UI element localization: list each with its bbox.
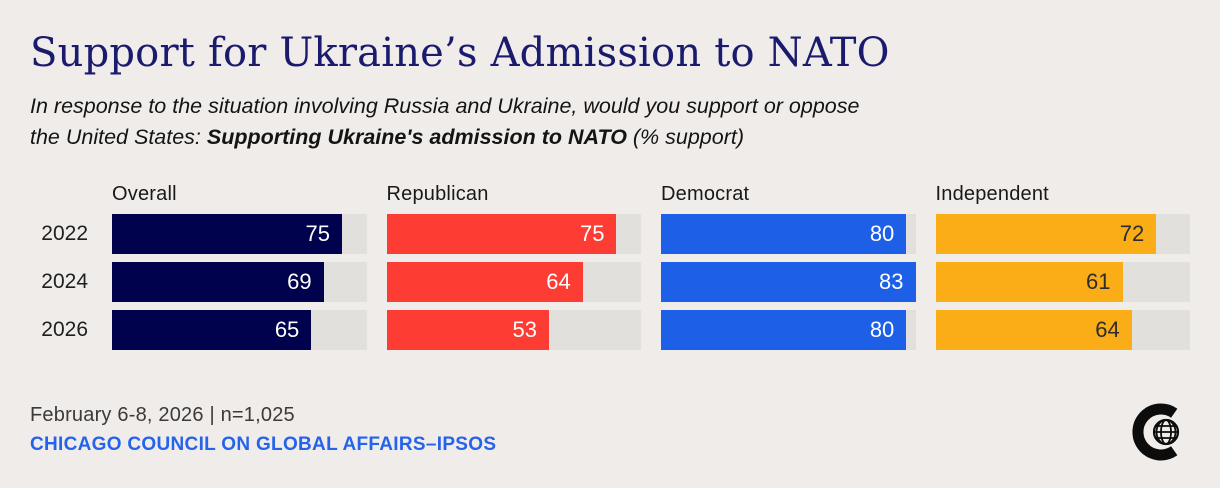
year-label: 2026 — [41, 318, 88, 341]
chart-subtitle: In response to the situation involving R… — [30, 91, 1190, 153]
bar-independent-2026: 64 — [935, 310, 1132, 350]
bar-overall-2024: 69 — [112, 262, 324, 302]
bar-value-label: 65 — [274, 317, 300, 342]
bar-track: 80 — [661, 214, 916, 254]
bar-track: 61 — [935, 262, 1190, 302]
bar-democrat-2024: 83 — [661, 262, 916, 302]
survey-date-note: February 6-8, 2026 | n=1,025 — [30, 404, 295, 426]
bar-overall-2026: 65 — [112, 310, 312, 350]
source-attribution: CHICAGO COUNCIL ON GLOBAL AFFAIRS–IPSOS — [30, 434, 497, 455]
bar-value-label: 61 — [1086, 269, 1111, 294]
column-header-independent: Independent — [935, 183, 1049, 205]
chart-title: Support for Ukraine’s Admission to NATO — [30, 30, 890, 76]
bar-track: 69 — [112, 262, 367, 302]
subtitle-line1: In response to the situation involving R… — [30, 94, 860, 118]
chart-corner-spacer — [30, 178, 92, 206]
bar-value-label: 80 — [869, 317, 895, 342]
bar-value-label: 72 — [1119, 221, 1145, 246]
bar-value-label: 75 — [305, 221, 330, 246]
bar-track: 64 — [935, 310, 1190, 350]
bar-value-label: 64 — [546, 269, 571, 294]
footer: February 6-8, 2026 | n=1,025 CHICAGO COU… — [30, 404, 496, 456]
bar-track: 65 — [112, 310, 367, 350]
chicago-council-logo — [1132, 403, 1180, 461]
year-label: 2022 — [41, 222, 88, 245]
subtitle-line2-suffix: (% support) — [626, 125, 745, 149]
bar-track: 80 — [661, 310, 916, 350]
grouped-bar-chart: Overall Republican Democrat Independent … — [30, 178, 1190, 350]
bar-republican-2024: 64 — [386, 262, 583, 302]
bar-track: 64 — [386, 262, 641, 302]
bar-independent-2022: 72 — [935, 214, 1157, 254]
c-ring-icon — [1132, 403, 1178, 461]
bar-independent-2024: 61 — [935, 262, 1123, 302]
column-header-overall: Overall — [112, 183, 177, 205]
bar-value-label: 80 — [869, 221, 895, 246]
subtitle-question-bold: Supporting Ukraine's admission to NATO — [206, 125, 627, 149]
subtitle-line2-prefix: the United States: — [30, 125, 207, 149]
bar-democrat-2026: 80 — [661, 310, 907, 350]
bar-value-label: 83 — [879, 269, 904, 294]
year-label: 2024 — [41, 270, 88, 293]
bar-overall-2022: 75 — [112, 214, 342, 254]
bar-track: 72 — [935, 214, 1190, 254]
bar-value-label: 53 — [512, 317, 537, 342]
bar-track: 83 — [661, 262, 916, 302]
bar-republican-2022: 75 — [386, 214, 617, 254]
bar-track: 53 — [386, 310, 641, 350]
bar-democrat-2022: 80 — [661, 214, 907, 254]
bar-value-label: 64 — [1095, 317, 1120, 342]
globe-icon — [1152, 418, 1180, 446]
bar-track: 75 — [112, 214, 367, 254]
bar-value-label: 69 — [287, 269, 312, 294]
bar-track: 75 — [386, 214, 641, 254]
bar-value-label: 75 — [579, 221, 605, 246]
column-header-republican: Republican — [386, 183, 489, 205]
bar-republican-2026: 53 — [386, 310, 549, 350]
column-header-democrat: Democrat — [661, 183, 750, 205]
